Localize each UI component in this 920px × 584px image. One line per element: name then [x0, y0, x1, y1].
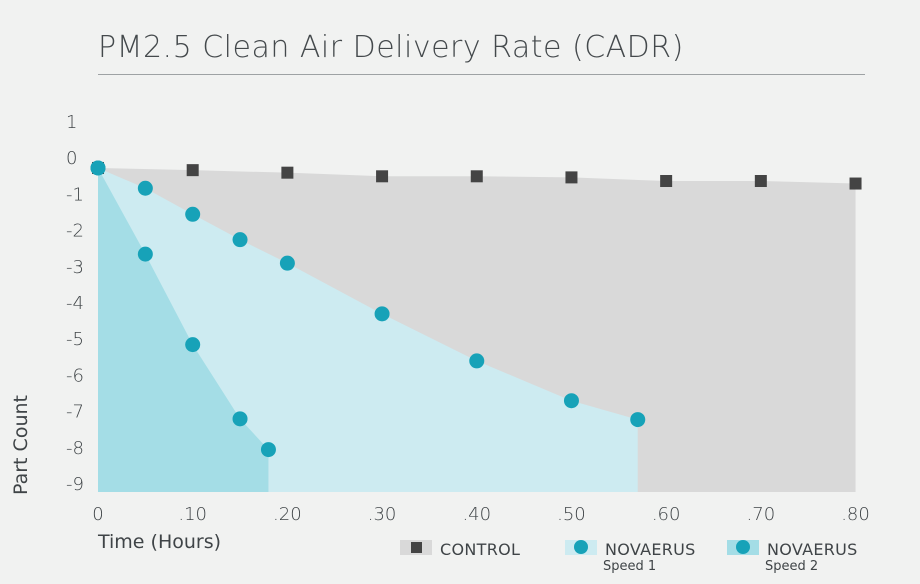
control-point — [376, 170, 389, 183]
legend-item-speed-1: NOVAERUS Speed 1 — [565, 536, 715, 574]
control-point — [754, 175, 767, 188]
speed-2-point — [260, 442, 276, 458]
speed-1-point — [630, 412, 646, 428]
x-tick-label: .70 — [747, 504, 776, 525]
y-axis-label: Part Count — [10, 395, 32, 495]
speed-1-point — [469, 353, 485, 369]
y-tick-label: 0 — [66, 148, 77, 169]
legend-sublabel-speed-2: Speed 2 — [765, 559, 819, 574]
speed-1-point — [185, 206, 201, 222]
y-tick-label: 1 — [66, 112, 77, 133]
x-tick-label: .10 — [178, 504, 207, 525]
legend-swatch-speed-2 — [727, 540, 759, 555]
speed-1-point — [137, 180, 153, 196]
control-point — [660, 175, 673, 188]
legend-swatch-speed-1 — [565, 540, 597, 555]
speed-2-point — [90, 160, 106, 176]
legend-label-speed-2: NOVAERUS — [767, 540, 858, 559]
x-tick-label: .60 — [652, 504, 681, 525]
x-tick-label: .30 — [368, 504, 397, 525]
x-tick-label: .80 — [841, 504, 870, 525]
legend-swatch-control — [400, 540, 432, 555]
control-point — [565, 171, 578, 184]
legend-item-speed-2: NOVAERUS Speed 2 — [727, 536, 877, 574]
square-marker-icon — [411, 542, 422, 553]
speed-1-point — [232, 232, 248, 248]
control-point — [186, 164, 199, 177]
x-axis-label: Time (Hours) — [98, 531, 222, 553]
y-tick-label: -6 — [66, 365, 84, 386]
circle-marker-icon — [574, 540, 588, 554]
legend-label-speed-1: NOVAERUS — [605, 540, 696, 559]
y-tick-label: -5 — [66, 329, 84, 350]
y-tick-label: -2 — [66, 221, 84, 242]
speed-1-point — [374, 306, 390, 322]
speed-2-point — [137, 246, 153, 262]
legend-label-control: CONTROL — [440, 540, 521, 559]
control-point — [849, 177, 862, 190]
y-tick-label: -9 — [66, 474, 84, 495]
x-tick-label: .40 — [462, 504, 491, 525]
control-point — [470, 170, 483, 183]
legend-item-control: CONTROL — [400, 536, 550, 560]
speed-1-point — [279, 255, 295, 271]
y-tick-label: -8 — [66, 438, 84, 459]
circle-marker-icon — [736, 540, 750, 554]
title-divider — [98, 74, 865, 75]
chart-title: PM2.5 Clean Air Delivery Rate (CADR) — [98, 30, 684, 65]
speed-1-point — [563, 393, 579, 409]
control-point — [281, 166, 294, 179]
legend-sublabel-speed-1: Speed 1 — [603, 559, 657, 574]
x-tick-label: 0 — [92, 504, 103, 525]
x-tick-label: .20 — [273, 504, 302, 525]
y-tick-label: -4 — [66, 293, 84, 314]
x-tick-label: .50 — [557, 504, 586, 525]
y-tick-label: -1 — [66, 184, 84, 205]
y-tick-label: -7 — [66, 402, 84, 423]
speed-2-point — [232, 411, 248, 427]
y-tick-label: -3 — [66, 257, 84, 278]
speed-2-point — [185, 337, 201, 353]
